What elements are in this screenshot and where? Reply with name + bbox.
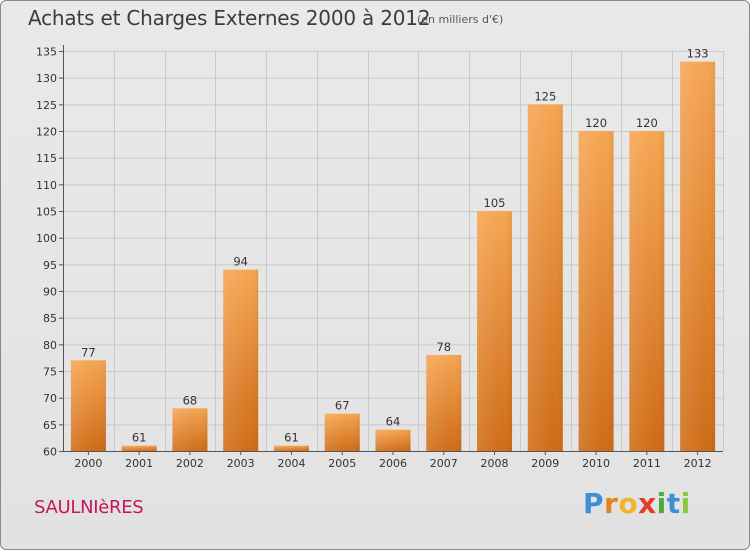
logo-letter: i [680,487,691,520]
data-label: 61 [284,431,299,445]
x-tick-label: 2007 [430,457,458,470]
bar-shade [680,61,716,452]
x-tick-label: 2002 [176,457,204,470]
x-tick-label: 2011 [633,457,661,470]
data-label: 120 [636,116,658,130]
y-tick-label: 70 [43,392,57,405]
y-tick-label: 125 [36,99,57,112]
logo-letter: i [656,487,667,520]
bar-shade [324,413,360,451]
data-label: 94 [233,255,248,269]
x-tick-label: 2004 [277,457,305,470]
bar-shade [172,408,208,451]
bars [70,61,716,452]
bar-shade [273,445,309,451]
y-tick-label: 95 [43,259,57,272]
bar-shade [426,355,462,451]
data-label: 67 [335,399,350,413]
bar-shade [477,211,513,451]
y-tick-label: 120 [36,126,57,139]
value-labels: 77 61 68 94 61 67 64 78 105 125 120 120 133 [81,47,709,445]
y-tick-label: 85 [43,312,57,325]
logo-letter: P [583,487,605,520]
commune-name: SAULNIèRES [34,497,144,518]
bar-shade [527,104,563,451]
data-label: 61 [132,431,147,445]
bar-shade [121,445,157,451]
bar-shade [578,131,614,451]
bar-shade [223,269,259,451]
y-tick-label: 65 [43,419,57,432]
y-tick-label: 100 [36,232,57,245]
x-tick-label: 2009 [531,457,559,470]
data-label: 78 [436,340,451,354]
proxiti-logo: Proxiti [583,487,691,520]
y-tick-label: 90 [43,286,57,299]
data-label: 105 [484,196,506,210]
y-tick-label: 110 [36,179,57,192]
x-tick-label: 2003 [227,457,255,470]
x-tick-label: 2012 [684,457,712,470]
logo-letter: x [638,487,657,520]
logo-letter: t [666,487,681,520]
chart-subtitle: (en milliers d'€) [417,13,504,26]
chart-title: Achats et Charges Externes 2000 à 2012 [28,6,431,30]
bar-shade [375,429,411,451]
data-label: 133 [687,47,709,61]
data-label: 77 [81,345,96,359]
x-tick-label: 2010 [582,457,610,470]
x-tick-label: 2005 [328,457,356,470]
y-tick-label: 105 [36,206,57,219]
x-tick-label: 2001 [125,457,153,470]
y-tick-label: 75 [43,366,57,379]
data-label: 64 [386,415,401,429]
logo-letter: o [618,487,639,520]
data-label: 125 [534,89,556,103]
y-tick-label: 115 [36,152,57,165]
y-tick-label: 60 [43,446,57,459]
logo-letter: r [604,487,619,520]
axes: 60 65 70 75 80 85 90 95 100 105 110 115 120 125 130 135… [36,45,723,470]
x-tick-label: 2000 [74,457,102,470]
x-tick-label: 2008 [481,457,509,470]
grid-lines [63,51,724,452]
y-tick-label: 135 [36,46,57,59]
x-tick-label: 2006 [379,457,407,470]
y-tick-label: 80 [43,339,57,352]
bar-shade [70,360,106,451]
data-label: 68 [183,393,198,407]
data-label: 120 [585,116,607,130]
bar-shade [629,131,665,451]
y-tick-label: 130 [36,72,57,85]
